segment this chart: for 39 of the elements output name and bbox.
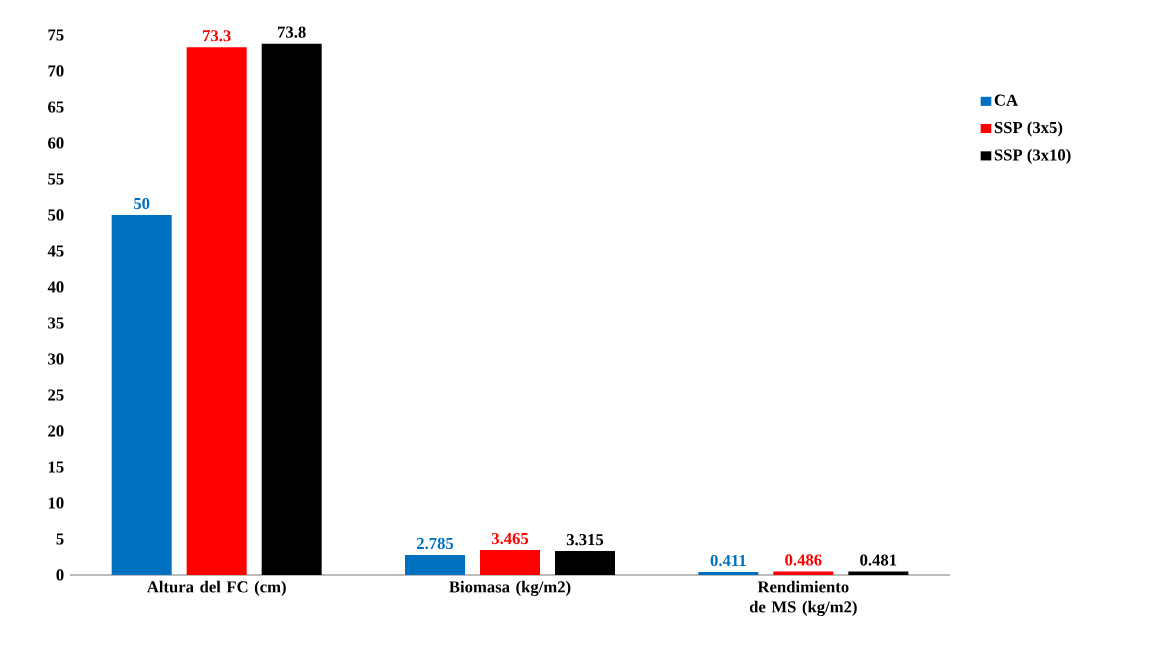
bar (186, 47, 247, 575)
y-tick-label: 25 (48, 389, 64, 401)
y-tick-label: 30 (48, 353, 64, 365)
bar (111, 214, 172, 575)
bar (405, 554, 466, 575)
data-label: 2.785 (416, 537, 454, 550)
y-tick-label: 55 (48, 173, 64, 185)
y-tick-label: 40 (47, 281, 64, 293)
y-tick-label: 15 (48, 461, 64, 473)
x-tick-label: Altura del FC (cm) (146, 580, 286, 596)
x-tick-label: Rendimiento de MS (kg/m2) (749, 580, 857, 617)
y-tick-label: 50 (48, 209, 64, 221)
data-label: 0.411 (710, 554, 746, 567)
legend-label: SSP (3x5) (994, 121, 1063, 137)
data-label: 3.315 (566, 534, 604, 546)
bar (555, 551, 616, 575)
data-label: 73.8 (278, 26, 306, 38)
data-label: 0.481 (860, 554, 897, 566)
bar (773, 571, 834, 575)
y-tick-label: 5 (56, 533, 64, 545)
bar (480, 550, 541, 575)
y-tick-label: 35 (48, 317, 64, 329)
y-tick-label: 10 (48, 497, 64, 509)
y-tick-label: 0 (56, 569, 64, 581)
y-tick-label: 75 (48, 29, 64, 41)
data-label: 0.486 (785, 554, 822, 566)
bar (261, 43, 322, 575)
x-tick-label: Biomasa (kg/m2) (449, 580, 571, 597)
data-label: 50 (134, 197, 150, 210)
legend-label: SSP (3x10) (994, 148, 1071, 164)
y-tick-label: 45 (47, 245, 64, 257)
y-tick-label: 65 (48, 101, 64, 113)
legend-label: CA (994, 94, 1018, 106)
data-label: 3.465 (491, 532, 529, 545)
y-tick-label: 60 (48, 137, 64, 149)
bar (698, 572, 759, 575)
data-label: 73.3 (203, 30, 231, 42)
y-tick-label: 20 (48, 425, 64, 437)
y-tick-label: 70 (48, 65, 64, 77)
